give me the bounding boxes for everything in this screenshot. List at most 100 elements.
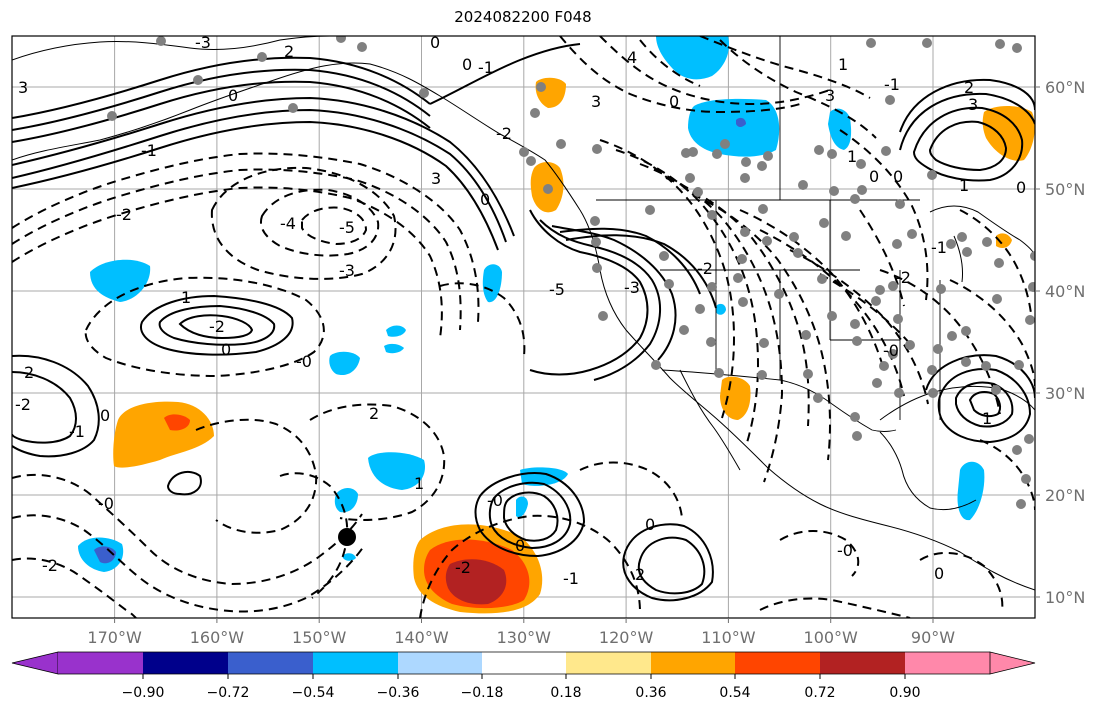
contour-label: 0 [100, 406, 110, 425]
lon-tick-label: 160°W [190, 628, 245, 647]
contour-label: 3 [18, 78, 28, 97]
storm-center-marker [338, 528, 356, 546]
colorbar-tick-label: −0.18 [461, 685, 504, 701]
contour-label: 0 [934, 564, 944, 583]
colorbar-segment [58, 652, 143, 674]
coastlines [12, 36, 1035, 591]
colorbar-tick-label: 0.90 [889, 685, 920, 701]
colorbar-segment [398, 652, 482, 674]
colorbar-tick-label: −0.36 [377, 685, 420, 701]
contour-label: -1 [69, 422, 85, 441]
contour-label: 1 [181, 288, 191, 307]
colorbar-extend-high [989, 651, 1036, 675]
map-title: 2024082200 F048 [454, 8, 592, 26]
lon-tick-label: 140°W [394, 628, 449, 647]
contour-label: -2 [209, 317, 225, 336]
contour-label: -1 [931, 238, 947, 257]
colorbar-segment [482, 652, 566, 674]
colorbar-extend-low [11, 651, 59, 675]
station-markers [107, 36, 1035, 509]
lon-tick-labels: 170°W 160°W 150°W 140°W 130°W 120°W 110°… [87, 628, 955, 647]
contour-label: 1 [982, 409, 992, 428]
shaded-fields [78, 36, 1035, 614]
contour-label: -2 [116, 205, 132, 224]
lon-tick-label: 170°W [87, 628, 142, 647]
lat-tick-label: 60°N [1045, 78, 1085, 97]
contour-label: -0 [98, 494, 114, 513]
lon-tick-label: 110°W [701, 628, 756, 647]
colorbar-segment [905, 652, 990, 674]
contour-label: 3 [431, 169, 441, 188]
contour-label: -0 [883, 341, 899, 360]
contour-label: -3 [339, 261, 355, 280]
contour-label: 3 [968, 95, 978, 114]
contour-label: 2 [284, 42, 294, 61]
contour-label: -3 [195, 33, 211, 52]
contour-label: 2 [369, 404, 379, 423]
contour-label: 4 [627, 48, 637, 67]
colorbar: −0.90 −0.72 −0.54 −0.36 −0.18 0.18 0.36 … [11, 651, 1036, 701]
contour-label: 0 [221, 340, 231, 359]
contour-label: -1 [563, 569, 579, 588]
contour-label: 1 [838, 55, 848, 74]
contour-label: -1 [141, 141, 157, 160]
contour-label: 1 [847, 147, 857, 166]
colorbar-segment [735, 652, 820, 674]
contour-label: 0 [645, 515, 655, 534]
lat-tick-label: 10°N [1045, 588, 1085, 607]
colorbar-segment [651, 652, 735, 674]
lat-tick-label: 30°N [1045, 384, 1085, 403]
contour-label: -2 [455, 558, 471, 577]
colorbar-segment [820, 652, 905, 674]
colorbar-segment [228, 652, 313, 674]
contour-label: -5 [549, 280, 565, 299]
field-neg-1 [90, 259, 151, 302]
lon-tick-label: 130°W [497, 628, 552, 647]
contour-label: 3 [591, 92, 601, 111]
contour-label: 2 [964, 78, 974, 97]
contour-label: 0 [515, 536, 525, 555]
colorbar-tick-label: −0.72 [207, 685, 250, 701]
contour-label: 0 [1016, 178, 1026, 197]
contour-labels: 3 -3 2 0 -1 -2 -4 -5 -3 1 -2 0 -0 2 -2 0… [15, 33, 1026, 588]
colorbar-tick-label: −0.54 [292, 685, 335, 701]
lat-tick-label: 40°N [1045, 282, 1085, 301]
contour-label: 3 [825, 86, 835, 105]
colorbar-tick-label: 0.72 [804, 685, 835, 701]
contour-label: -1 [884, 75, 900, 94]
contour-label: -2 [15, 395, 31, 414]
contour-label: -2 [697, 259, 713, 278]
colorbar-tick-label: 0.36 [635, 685, 666, 701]
contour-label: -3 [624, 278, 640, 297]
contour-label: -0 [837, 541, 853, 560]
contour-label: -5 [339, 218, 355, 237]
contour-label: 0 [462, 55, 472, 74]
contour-label: 0 [480, 190, 490, 209]
contour-label: 0 [893, 167, 903, 186]
colorbar-tick-label: −0.90 [122, 685, 165, 701]
colorbar-tick-label: 0.18 [550, 685, 581, 701]
contour-label: 1 [414, 474, 424, 493]
contour-label: -1 [478, 58, 494, 77]
contour-label: 0 [430, 33, 440, 52]
contour-label: -0 [487, 491, 503, 510]
lon-tick-label: 100°W [804, 628, 859, 647]
contours-negative [12, 36, 1035, 618]
lon-tick-label: 150°W [292, 628, 347, 647]
lon-tick-label: 120°W [599, 628, 654, 647]
contours-positive [12, 43, 1035, 602]
contour-label: -2 [895, 268, 911, 287]
lon-tick-label: 90°W [911, 628, 955, 647]
contour-label: -0 [296, 352, 312, 371]
contour-label: -2 [496, 124, 512, 143]
contour-label: 2 [24, 363, 34, 382]
colorbar-segment [313, 652, 398, 674]
contour-label: 0 [228, 86, 238, 105]
contour-label: -4 [280, 214, 296, 233]
colorbar-segment [566, 652, 651, 674]
lat-tick-label: 20°N [1045, 486, 1085, 505]
lat-tick-labels: 60°N 50°N 40°N 30°N 20°N 10°N [1045, 78, 1085, 607]
contour-label: 1 [959, 176, 969, 195]
colorbar-segment [143, 652, 228, 674]
